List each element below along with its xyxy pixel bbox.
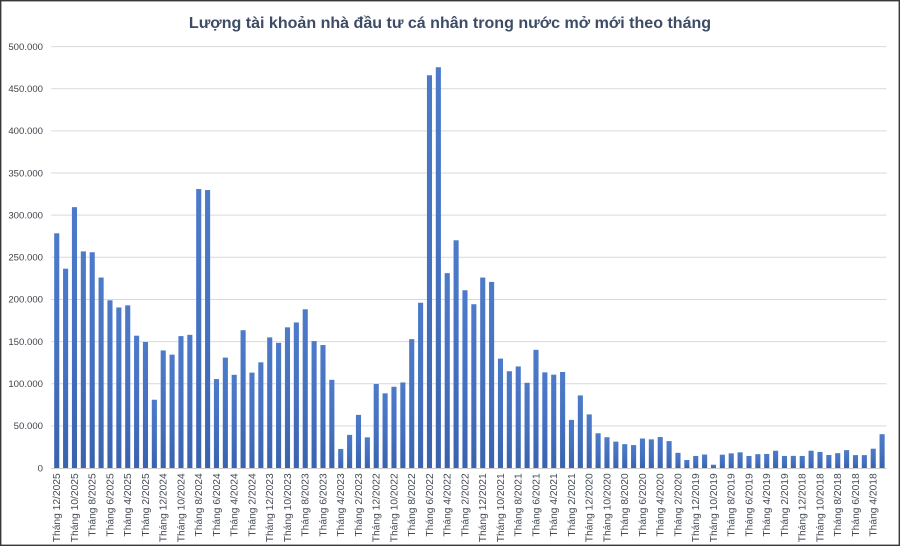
svg-text:Tháng 6/2023: Tháng 6/2023	[318, 473, 329, 537]
svg-text:Tháng 6/2024: Tháng 6/2024	[212, 473, 223, 537]
svg-text:Tháng 8/2024: Tháng 8/2024	[194, 473, 205, 537]
svg-text:350.000: 350.000	[8, 168, 43, 179]
svg-text:Tháng 2/2024: Tháng 2/2024	[247, 473, 258, 537]
svg-text:100.000: 100.000	[8, 379, 43, 390]
svg-text:Tháng 10/2024: Tháng 10/2024	[176, 473, 187, 542]
svg-text:150.000: 150.000	[8, 337, 43, 348]
svg-text:Tháng 6/2025: Tháng 6/2025	[105, 473, 116, 537]
svg-text:Tháng 6/2021: Tháng 6/2021	[531, 473, 542, 537]
svg-text:Tháng 8/2022: Tháng 8/2022	[407, 473, 418, 537]
svg-text:300.000: 300.000	[8, 210, 43, 221]
svg-text:Tháng 4/2023: Tháng 4/2023	[336, 473, 347, 537]
svg-text:Tháng 6/2018: Tháng 6/2018	[851, 473, 862, 537]
svg-text:Tháng 2/2025: Tháng 2/2025	[141, 473, 152, 537]
svg-text:Tháng 4/2019: Tháng 4/2019	[762, 473, 773, 537]
svg-text:Lượng tài khoản nhà đầu tư cá: Lượng tài khoản nhà đầu tư cá nhân trong…	[189, 14, 711, 32]
svg-text:Tháng 8/2018: Tháng 8/2018	[833, 473, 844, 537]
svg-text:50.000: 50.000	[14, 421, 43, 432]
svg-text:Tháng 12/2025: Tháng 12/2025	[52, 473, 63, 542]
svg-text:Tháng 12/2021: Tháng 12/2021	[478, 473, 489, 542]
svg-text:Tháng 12/2019: Tháng 12/2019	[691, 473, 702, 542]
svg-text:Tháng 10/2025: Tháng 10/2025	[70, 473, 81, 542]
svg-text:Tháng 10/2022: Tháng 10/2022	[389, 473, 400, 542]
svg-text:0: 0	[38, 463, 43, 474]
svg-text:400.000: 400.000	[8, 126, 43, 137]
svg-text:Tháng 8/2020: Tháng 8/2020	[620, 473, 631, 537]
svg-text:250.000: 250.000	[8, 253, 43, 264]
svg-text:Tháng 12/2024: Tháng 12/2024	[159, 473, 170, 542]
svg-text:Tháng 10/2020: Tháng 10/2020	[602, 473, 613, 542]
svg-text:Tháng 12/2018: Tháng 12/2018	[798, 473, 809, 542]
svg-text:Tháng 4/2024: Tháng 4/2024	[230, 473, 241, 537]
svg-text:Tháng 12/2022: Tháng 12/2022	[372, 473, 383, 542]
svg-text:Tháng 4/2021: Tháng 4/2021	[549, 473, 560, 537]
svg-text:Tháng 2/2019: Tháng 2/2019	[780, 473, 791, 537]
svg-text:Tháng 8/2021: Tháng 8/2021	[514, 473, 525, 537]
svg-text:Tháng 12/2023: Tháng 12/2023	[265, 473, 276, 542]
svg-text:Tháng 4/2020: Tháng 4/2020	[656, 473, 667, 537]
svg-text:Tháng 10/2019: Tháng 10/2019	[709, 473, 720, 542]
svg-text:Tháng 8/2025: Tháng 8/2025	[88, 473, 99, 537]
svg-text:Tháng 6/2019: Tháng 6/2019	[744, 473, 755, 537]
svg-text:200.000: 200.000	[8, 295, 43, 306]
svg-text:500.000: 500.000	[8, 42, 43, 53]
svg-text:Tháng 8/2023: Tháng 8/2023	[301, 473, 312, 537]
svg-text:Tháng 12/2020: Tháng 12/2020	[585, 473, 596, 542]
svg-text:Tháng 10/2018: Tháng 10/2018	[815, 473, 826, 542]
svg-text:Tháng 10/2023: Tháng 10/2023	[283, 473, 294, 542]
svg-text:Tháng 6/2020: Tháng 6/2020	[638, 473, 649, 537]
svg-text:450.000: 450.000	[8, 84, 43, 95]
svg-text:Tháng 10/2021: Tháng 10/2021	[496, 473, 507, 542]
svg-text:Tháng 4/2018: Tháng 4/2018	[869, 473, 880, 537]
svg-text:Tháng 2/2020: Tháng 2/2020	[673, 473, 684, 537]
svg-text:Tháng 8/2019: Tháng 8/2019	[727, 473, 738, 537]
svg-text:Tháng 2/2022: Tháng 2/2022	[460, 473, 471, 537]
svg-text:Tháng 6/2022: Tháng 6/2022	[425, 473, 436, 537]
svg-text:Tháng 2/2021: Tháng 2/2021	[567, 473, 578, 537]
svg-text:Tháng 4/2025: Tháng 4/2025	[123, 473, 134, 537]
svg-text:Tháng 2/2023: Tháng 2/2023	[354, 473, 365, 537]
svg-text:Tháng 4/2022: Tháng 4/2022	[443, 473, 454, 537]
